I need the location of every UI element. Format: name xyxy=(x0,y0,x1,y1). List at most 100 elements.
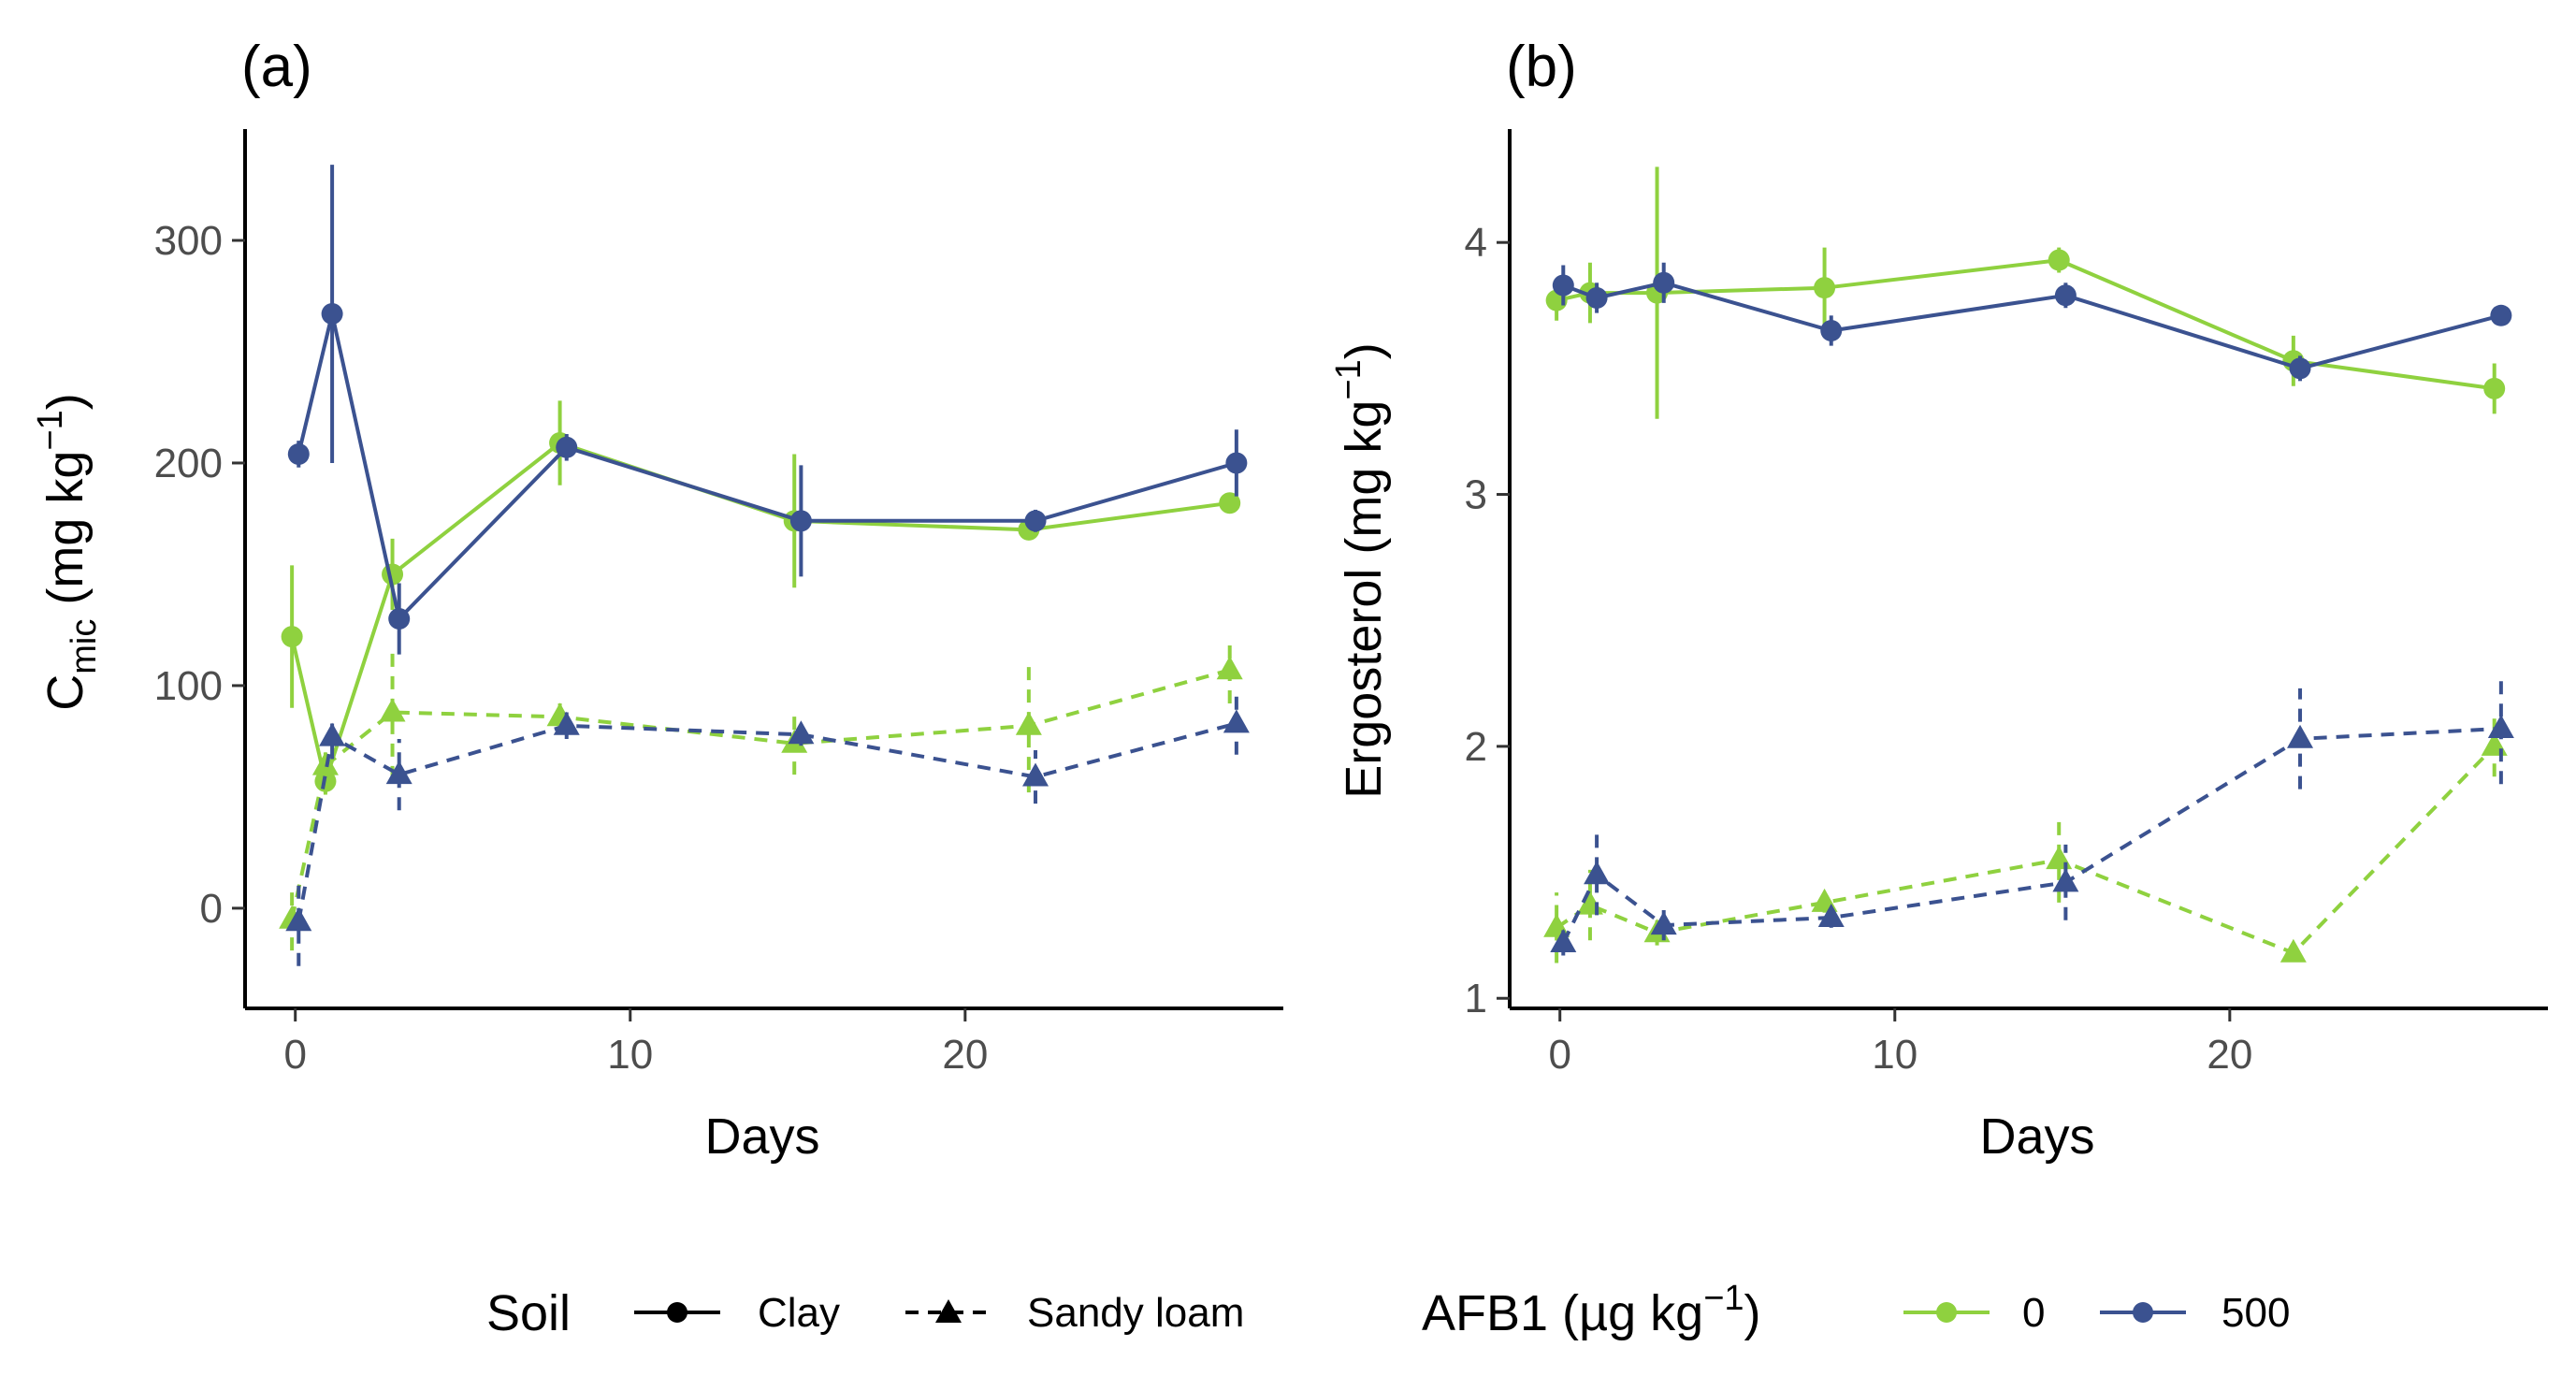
panel-a-series-sandy-loam-afb1-0-point xyxy=(379,698,406,722)
panel-a-y-axis-title-sup: −1 xyxy=(31,410,70,450)
panel-b-series-sandy-loam-afb1-500-point xyxy=(2287,724,2314,748)
legend-key-afb1-500-circle-icon xyxy=(2133,1302,2153,1323)
panel-b-series-clay-afb1-0 xyxy=(1545,167,2506,419)
panel-b-series-sandy-loam-afb1-500-point xyxy=(1817,904,1845,928)
panel-a-series-clay-afb1-500-line xyxy=(297,311,1237,621)
panel-b-series-clay-afb1-0-point xyxy=(2483,377,2506,399)
panel-a-y-axis-title-main: C xyxy=(37,674,94,711)
panel-b-series-sandy-loam-afb1-500-point xyxy=(2487,715,2514,739)
panel-b-x-tick-label: 0 xyxy=(1548,1032,1570,1078)
panel-a-y-tick-label: 200 xyxy=(154,441,223,486)
panel-b-series-sandy-loam-afb1-500-point xyxy=(2052,868,2079,892)
panel-a-series-clay-afb1-500-point xyxy=(789,510,812,532)
panel-b-series-clay-afb1-500-line xyxy=(1562,281,2502,370)
panel-b-series-clay-afb1-500-point xyxy=(1585,286,1608,309)
panel-a-series-sandy-loam-afb1-500-point xyxy=(788,720,815,745)
legend-label-afb1-500: 500 xyxy=(2221,1290,2290,1336)
panel-a-y-tick-label: 100 xyxy=(154,663,223,709)
panel-b-series-clay-afb1-0-line xyxy=(1556,258,2495,391)
panel-a-y-axis-title: Cmic (mg kg−1) xyxy=(31,393,104,710)
panel-a-y-axis-title-sub: mic xyxy=(65,619,104,674)
panel-b-title: (b) xyxy=(1506,35,1577,99)
panel-b-series-sandy-loam-afb1-500-point xyxy=(1650,911,1677,935)
legend: Soil Clay Sandy loam AFB1 (µg kg−1) 0 50… xyxy=(486,1279,2290,1341)
panel-b-series-sandy-loam-afb1-500-point xyxy=(1550,928,1577,952)
legend-item-afb1-500: 500 xyxy=(2100,1290,2290,1336)
legend-item-sandy-loam: Sandy loam xyxy=(905,1290,1244,1336)
panel-b-series-sandy-loam-afb1-0-point xyxy=(2046,846,2073,870)
panel-b-y-axis-title-sup: −1 xyxy=(1329,359,1368,399)
legend-key-clay-circle-icon xyxy=(667,1302,687,1323)
panel-b-series-sandy-loam-afb1-500 xyxy=(1550,673,2514,956)
panel-a-series-clay-afb1-500-point xyxy=(1225,452,1248,474)
panel-a-series-clay-afb1-500 xyxy=(287,165,1248,655)
legend-afb1-title-sup: −1 xyxy=(1703,1279,1744,1318)
legend-item-clay: Clay xyxy=(634,1290,840,1336)
legend-label-clay: Clay xyxy=(758,1290,840,1336)
panel-b-series-clay-afb1-0-point xyxy=(2048,249,2070,271)
panel-a-x-tick-label: 20 xyxy=(942,1032,988,1078)
panel-a-series-clay-afb1-0-point xyxy=(281,626,303,648)
panel-b-series-sandy-loam-afb1-0-point xyxy=(1576,891,1603,915)
panel-b-y-tick-label: 2 xyxy=(1465,724,1487,770)
legend-afb1-title-close: ) xyxy=(1744,1285,1761,1341)
panel-b-y-axis-title-main: Ergosterol xyxy=(1336,569,1392,799)
panel-a-series-clay-afb1-0-line xyxy=(290,441,1230,784)
panel-a-series-sandy-loam-afb1-500 xyxy=(285,692,1250,966)
panel-a-series-sandy-loam-afb1-0-line xyxy=(290,668,1231,920)
panel-a-series-sandy-loam-afb1-500-point xyxy=(553,711,580,735)
panel-b-y-axis-title-close: ) xyxy=(1336,342,1392,359)
panel-b-series-clay-afb1-500-point xyxy=(1653,271,1675,294)
panel-b-series-sandy-loam-afb1-0 xyxy=(1543,716,2508,963)
legend-item-afb1-0: 0 xyxy=(1903,1290,2045,1336)
panel-a-series-clay-afb1-500-point xyxy=(287,442,310,465)
panel-a-series-sandy-loam-afb1-0-point xyxy=(1015,711,1042,735)
panel-b-series-clay-afb1-500-point xyxy=(1820,319,1843,341)
panel-a-title: (a) xyxy=(241,35,312,99)
panel-a-series-sandy-loam-afb1-500-point xyxy=(385,760,412,785)
panel-a-y-axis-title-units: (mg kg xyxy=(37,451,94,619)
panel-b: (b) 0 10 20 1 2 3 4 Days Ergosterol (mg kg−1) xyxy=(1329,35,2548,1165)
legend-label-afb1-0: 0 xyxy=(2022,1290,2045,1336)
panel-a-x-tick-label: 10 xyxy=(607,1032,653,1078)
panel-a-y-tick-label: 0 xyxy=(200,886,223,932)
panel-b-y-axis-title-units: (mg kg xyxy=(1336,400,1392,569)
legend-label-sandy-loam: Sandy loam xyxy=(1027,1290,1244,1336)
panel-b-series-sandy-loam-afb1-500-line xyxy=(1561,727,2502,944)
panel-b-y-tick-label: 3 xyxy=(1465,472,1487,518)
panel-a-series-sandy-loam-afb1-500-point xyxy=(285,907,312,932)
panel-a-series-sandy-loam-afb1-0-point xyxy=(1216,656,1243,680)
panel-a-series-clay-afb1-500-point xyxy=(556,436,578,458)
panel-a-series-clay-afb1-0 xyxy=(281,400,1241,795)
legend-afb1-title-text: AFB1 (µg kg xyxy=(1422,1285,1703,1341)
legend-key-sandy-loam-triangle-icon xyxy=(935,1299,962,1323)
panel-b-series-clay-afb1-500-point xyxy=(1552,274,1574,297)
panel-b-y-axis-title: Ergosterol (mg kg−1) xyxy=(1329,342,1392,798)
panel-a-series-sandy-loam-afb1-500-point xyxy=(1022,762,1049,787)
panel-b-x-axis-title: Days xyxy=(1979,1108,2094,1165)
panel-a-x-axis-title: Days xyxy=(704,1108,819,1165)
panel-a-series-clay-afb1-500-point xyxy=(388,608,411,630)
panel-b-series-clay-afb1-500-point xyxy=(2490,304,2512,326)
panel-a-series-clay-afb1-0-point xyxy=(1219,492,1241,514)
legend-afb1-title: AFB1 (µg kg−1) xyxy=(1422,1279,1761,1341)
panel-a-y-tick-label: 300 xyxy=(154,218,223,264)
panel-a-series-clay-afb1-500-point xyxy=(1024,510,1047,532)
panel-b-series-clay-afb1-500-point xyxy=(2054,284,2077,307)
panel-b-series-clay-afb1-500-point xyxy=(2289,357,2311,380)
panel-a-series-sandy-loam-afb1-500-point xyxy=(319,722,346,746)
panel-a-series-sandy-loam-afb1-0 xyxy=(279,636,1243,951)
panel-b-plot-area: 0 10 20 1 2 3 4 xyxy=(1465,129,2548,1078)
panel-a-x-tick-label: 0 xyxy=(283,1032,306,1078)
panel-a-series-sandy-loam-afb1-500-point xyxy=(1223,709,1250,733)
legend-key-afb1-0-circle-icon xyxy=(1936,1302,1957,1323)
panel-a-series-clay-afb1-500-point xyxy=(321,303,343,326)
legend-soil-title: Soil xyxy=(486,1285,571,1341)
panel-b-series-sandy-loam-afb1-0-line xyxy=(1555,745,2496,955)
panel-b-x-tick-label: 10 xyxy=(1872,1032,1918,1078)
panel-b-series-clay-afb1-500 xyxy=(1552,262,2512,382)
panel-a-series-sandy-loam-afb1-500-line xyxy=(297,721,1237,922)
